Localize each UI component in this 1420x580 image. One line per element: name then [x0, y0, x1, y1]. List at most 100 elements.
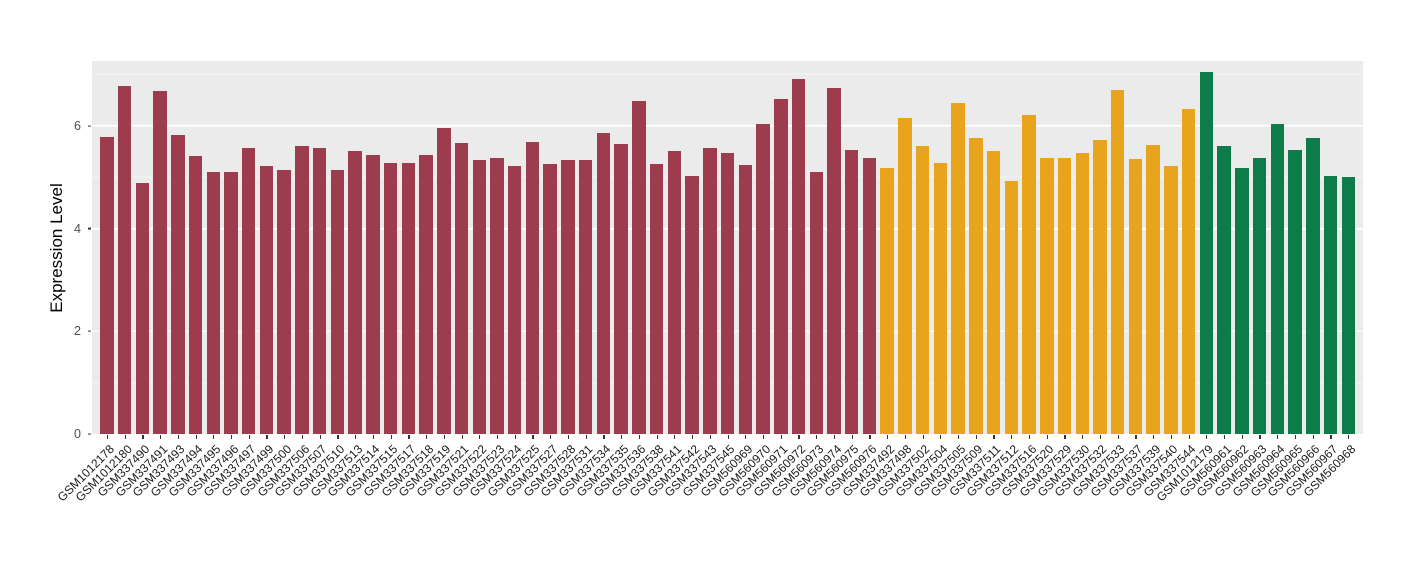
x-tick-mark [284, 435, 286, 439]
bar-GSM337537 [1128, 159, 1143, 434]
bar-GSM560976 [862, 158, 877, 434]
bar-GSM560972 [791, 78, 806, 434]
bar-GSM337491 [153, 91, 167, 434]
bar-GSM337506 [295, 146, 309, 434]
bar-slot [258, 61, 276, 434]
bar-GSM337544 [1181, 109, 1196, 434]
y-axis: 0 2 4 6 [0, 61, 92, 441]
x-tick-mark [514, 435, 516, 439]
x-tick-mark [1064, 435, 1066, 439]
bar-GSM560973 [809, 171, 823, 434]
bar-GSM560966 [1306, 138, 1320, 434]
x-tick-mark [993, 435, 995, 439]
bar-slot [204, 61, 222, 434]
x-tick-mark [638, 435, 641, 439]
gridline-minor [92, 73, 1363, 75]
bar-slot [1286, 61, 1304, 434]
x-tick-mark [692, 435, 694, 439]
x-tick-mark [674, 435, 676, 439]
bar-GSM337542 [685, 176, 699, 434]
bar-GSM337510 [330, 169, 345, 434]
x-tick-mark [816, 435, 818, 439]
x-tick-mark [1011, 435, 1013, 439]
bar-GSM337499 [259, 166, 274, 434]
bar-slot [754, 61, 772, 434]
bar-GSM337494 [188, 156, 203, 434]
bar-GSM337540 [1164, 166, 1178, 434]
x-tick-mark [1082, 435, 1084, 439]
bar-GSM337521 [454, 143, 469, 434]
bar-GSM337500 [277, 169, 291, 434]
bar-GSM337492 [880, 168, 894, 434]
bar-GSM337513 [348, 150, 362, 434]
bar-slot [169, 61, 187, 434]
bar-GSM337504 [933, 163, 948, 434]
x-tick-mark [603, 435, 605, 439]
x-tick-mark [1153, 435, 1155, 439]
bar-slot [1233, 61, 1251, 434]
bar-slot [1002, 61, 1020, 434]
bar-GSM337525 [525, 142, 540, 434]
x-tick-mark [426, 435, 428, 439]
gridline-major [92, 433, 1363, 435]
x-tick-mark [798, 435, 800, 439]
x-tick-mark [301, 435, 304, 439]
bar-slot [701, 61, 719, 434]
bar-GSM337541 [667, 150, 682, 434]
bar-GSM560969 [738, 165, 753, 434]
bar-slot [896, 61, 914, 434]
bar-GSM337516 [1022, 114, 1036, 434]
bar-slot [985, 61, 1003, 434]
x-tick-mark [975, 435, 977, 439]
x-tick-mark [656, 435, 658, 439]
x-tick-mark [213, 435, 215, 439]
bar-GSM337512 [1004, 181, 1019, 434]
bar-GSM337519 [437, 128, 451, 434]
y-tick-label: 6 [74, 118, 81, 133]
bar-GSM560965 [1288, 149, 1302, 434]
x-tick-mark [780, 435, 782, 439]
bar-slot [878, 61, 896, 434]
bar-GSM337536 [632, 101, 646, 434]
bar-GSM337535 [614, 144, 628, 434]
x-tick-mark [762, 435, 765, 439]
bar-slot [470, 61, 488, 434]
bar-slot [1127, 61, 1145, 434]
bar-GSM337497 [242, 148, 256, 434]
bar-GSM337522 [472, 160, 487, 434]
x-tick-mark [887, 435, 889, 439]
bar-slot [914, 61, 932, 434]
bar-slot [506, 61, 524, 434]
bar-GSM337502 [915, 146, 930, 434]
bar-GSM337498 [898, 118, 912, 434]
bar-slot [98, 61, 116, 434]
bar-slot [595, 61, 613, 434]
y-tick-mark [88, 330, 91, 332]
bar-slot [719, 61, 737, 434]
bar-slot [1056, 61, 1074, 434]
bar-slot [222, 61, 240, 434]
bar-GSM337523 [490, 158, 504, 434]
bar-slot [1020, 61, 1038, 434]
bar-slot [1162, 61, 1180, 434]
bar-GSM560974 [827, 88, 841, 434]
bar-GSM337520 [1040, 158, 1054, 434]
bar-GSM337509 [969, 138, 983, 434]
x-tick-mark [1099, 435, 1102, 439]
bar-slot [541, 61, 559, 434]
bar-slot [967, 61, 985, 434]
bar-slot [843, 61, 861, 434]
gridline-major [92, 125, 1363, 127]
x-tick-mark [479, 435, 481, 439]
bar-GSM337511 [986, 150, 1001, 434]
bar-GSM560961 [1217, 146, 1231, 434]
x-tick-mark [1046, 435, 1048, 439]
x-tick-mark [195, 435, 197, 439]
x-tick-mark [319, 435, 321, 439]
x-tick-mark [621, 435, 623, 439]
bar-slot [382, 61, 400, 434]
bar-GSM560968 [1341, 177, 1355, 434]
x-tick-mark [266, 435, 268, 439]
bar-GSM337528 [561, 160, 575, 434]
bar-slot [772, 61, 790, 434]
